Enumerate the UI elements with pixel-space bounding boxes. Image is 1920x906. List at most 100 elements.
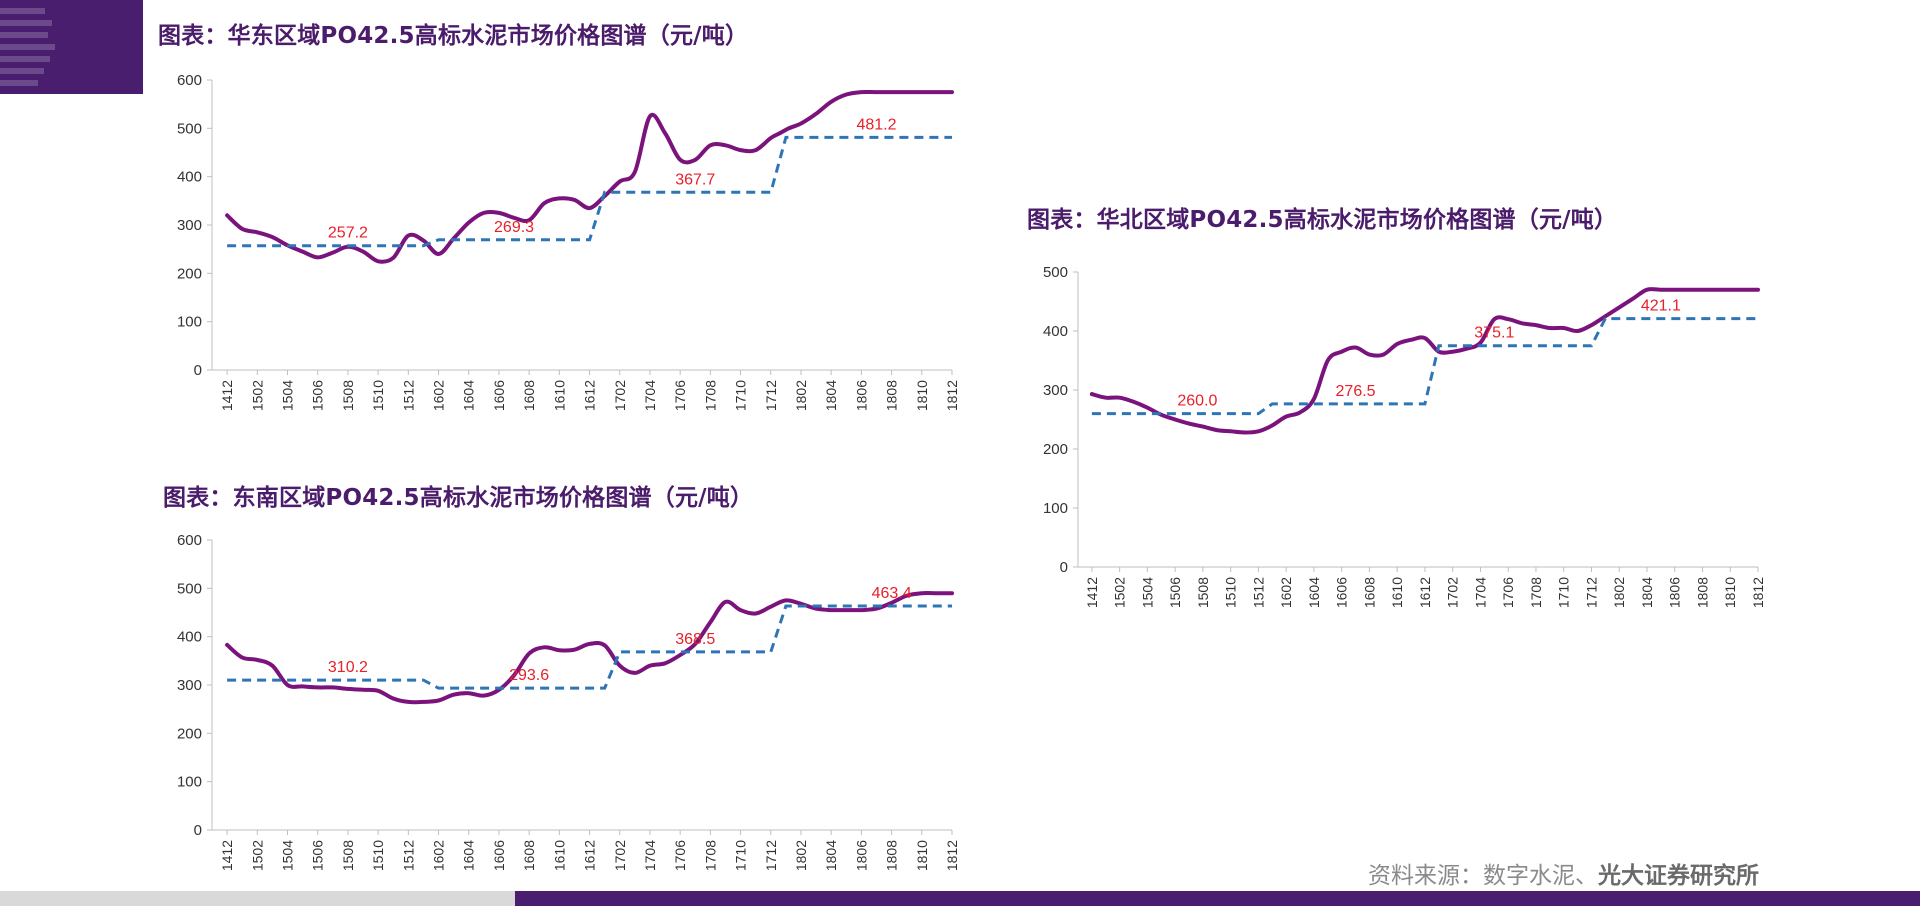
x-tick-label: 1508 — [340, 840, 356, 871]
y-tick-label: 0 — [194, 822, 202, 839]
data-label: 421.1 — [1641, 298, 1681, 315]
y-tick-label: 300 — [177, 677, 202, 694]
chart-title-east: 图表：华东区域PO42.5高标水泥市场价格图谱（元/吨） — [158, 23, 749, 49]
x-tick-label: 1606 — [491, 840, 507, 871]
x-tick-label: 1512 — [1250, 577, 1266, 608]
x-tick-label: 1804 — [823, 380, 839, 411]
x-tick-label: 1610 — [551, 380, 567, 411]
y-tick-label: 200 — [177, 725, 202, 742]
x-tick-label: 1510 — [1223, 577, 1239, 608]
x-tick-label: 1610 — [551, 840, 567, 871]
x-tick-label: 1604 — [461, 840, 477, 871]
series-line-dashed — [227, 604, 952, 690]
y-tick-label: 100 — [177, 314, 202, 331]
x-tick-label: 1808 — [1694, 577, 1710, 608]
x-tick-label: 1708 — [1528, 577, 1544, 608]
x-tick-label: 1806 — [853, 840, 869, 871]
data-label: 257.2 — [328, 225, 368, 242]
y-tick-label: 500 — [177, 120, 202, 137]
data-label: 367.7 — [675, 171, 715, 188]
source-prefix: 资料来源：数字水泥、 — [1368, 863, 1598, 889]
y-tick-label: 100 — [1043, 500, 1068, 517]
chart-north-china: 0 100 200 300 400 500 1412 1502 1504 1506 1508 1510… — [1043, 264, 1766, 608]
x-tick-label: 1708 — [702, 840, 718, 871]
series-line-dashed — [227, 135, 952, 248]
x-tick-label: 1412 — [219, 840, 235, 871]
x-tick-label: 1412 — [219, 380, 235, 411]
series-line-solid — [225, 591, 954, 705]
data-label: 463.4 — [872, 585, 912, 602]
x-tick-label: 1702 — [1445, 577, 1461, 608]
x-tick-label: 1510 — [370, 840, 386, 871]
x-tick-label: 1610 — [1389, 577, 1405, 608]
footer-bar-gray — [0, 891, 520, 906]
x-tick-label: 1612 — [582, 840, 598, 871]
data-label: 260.0 — [1177, 393, 1217, 410]
x-tick-label: 1804 — [1639, 577, 1655, 608]
data-label: 293.6 — [509, 667, 549, 684]
x-tick-label: 1602 — [431, 840, 447, 871]
series-line-solid — [1089, 287, 1760, 435]
x-tick-label: 1604 — [461, 380, 477, 411]
x-tick-label: 1812 — [944, 840, 960, 871]
source-note: 资料来源：数字水泥、光大证券研究所 — [1368, 856, 1759, 890]
data-label: 269.3 — [494, 219, 534, 236]
chart-title-southeast: 图表：东南区域PO42.5高标水泥市场价格图谱（元/吨） — [163, 485, 754, 511]
x-tick-label: 1802 — [1611, 577, 1627, 608]
x-tick-label: 1606 — [491, 380, 507, 411]
x-tick-label: 1812 — [944, 380, 960, 411]
x-tick-label: 1810 — [914, 840, 930, 871]
x-tick-label: 1412 — [1084, 577, 1100, 608]
x-tick-label: 1510 — [370, 380, 386, 411]
x-tick-label: 1506 — [310, 380, 326, 411]
y-tick-label: 100 — [177, 774, 202, 791]
series-line-dashed — [1091, 317, 1758, 416]
y-tick-label: 500 — [177, 580, 202, 597]
x-tick-label: 1706 — [672, 840, 688, 871]
x-tick-label: 1502 — [249, 840, 265, 871]
chart-southeast: 0 100 200 300 400 500 600 1412 1502 1504 1506 1508 1… — [177, 532, 960, 871]
x-tick-label: 1704 — [1472, 577, 1488, 608]
x-tick-label: 1706 — [672, 380, 688, 411]
y-tick-label: 0 — [194, 362, 202, 379]
x-tick-label: 1708 — [702, 380, 718, 411]
x-tick-label: 1802 — [793, 380, 809, 411]
y-tick-label: 600 — [177, 532, 202, 549]
y-tick-label: 400 — [177, 629, 202, 646]
footer-bar-purple — [515, 891, 1920, 906]
x-tick-label: 1810 — [1722, 577, 1738, 608]
x-tick-label: 1502 — [249, 380, 265, 411]
y-tick-label: 0 — [1060, 559, 1068, 576]
y-tick-label: 200 — [177, 265, 202, 282]
x-tick-label: 1602 — [431, 380, 447, 411]
x-tick-label: 1712 — [763, 840, 779, 871]
y-tick-label: 200 — [1043, 441, 1068, 458]
x-tick-label: 1506 — [310, 840, 326, 871]
y-tick-label: 300 — [1043, 382, 1068, 399]
x-tick-label: 1504 — [280, 840, 296, 871]
y-tick-label: 500 — [1043, 264, 1068, 281]
source-org: 光大证券研究所 — [1598, 863, 1759, 889]
data-label: 276.5 — [1336, 383, 1376, 400]
x-tick-label: 1608 — [1361, 577, 1377, 608]
x-tick-label: 1802 — [793, 840, 809, 871]
x-tick-label: 1702 — [612, 380, 628, 411]
x-tick-label: 1602 — [1278, 577, 1294, 608]
x-tick-label: 1710 — [733, 840, 749, 871]
x-tick-label: 1702 — [612, 840, 628, 871]
data-label: 481.2 — [856, 116, 896, 133]
x-tick-label: 1608 — [521, 380, 537, 411]
data-label: 310.2 — [328, 659, 368, 676]
x-tick-label: 1604 — [1306, 577, 1322, 608]
x-tick-label: 1806 — [853, 380, 869, 411]
y-tick-label: 600 — [177, 72, 202, 89]
chart-east-china: 0 100 200 300 400 500 600 1412 1502 1504 1506 1508 1… — [177, 72, 960, 411]
x-tick-label: 1808 — [884, 840, 900, 871]
data-label: 368.5 — [675, 631, 715, 648]
x-tick-label: 1804 — [823, 840, 839, 871]
y-tick-label: 400 — [177, 169, 202, 186]
x-tick-label: 1512 — [400, 380, 416, 411]
x-tick-label: 1810 — [914, 380, 930, 411]
x-tick-label: 1504 — [280, 380, 296, 411]
x-tick-label: 1606 — [1334, 577, 1350, 608]
